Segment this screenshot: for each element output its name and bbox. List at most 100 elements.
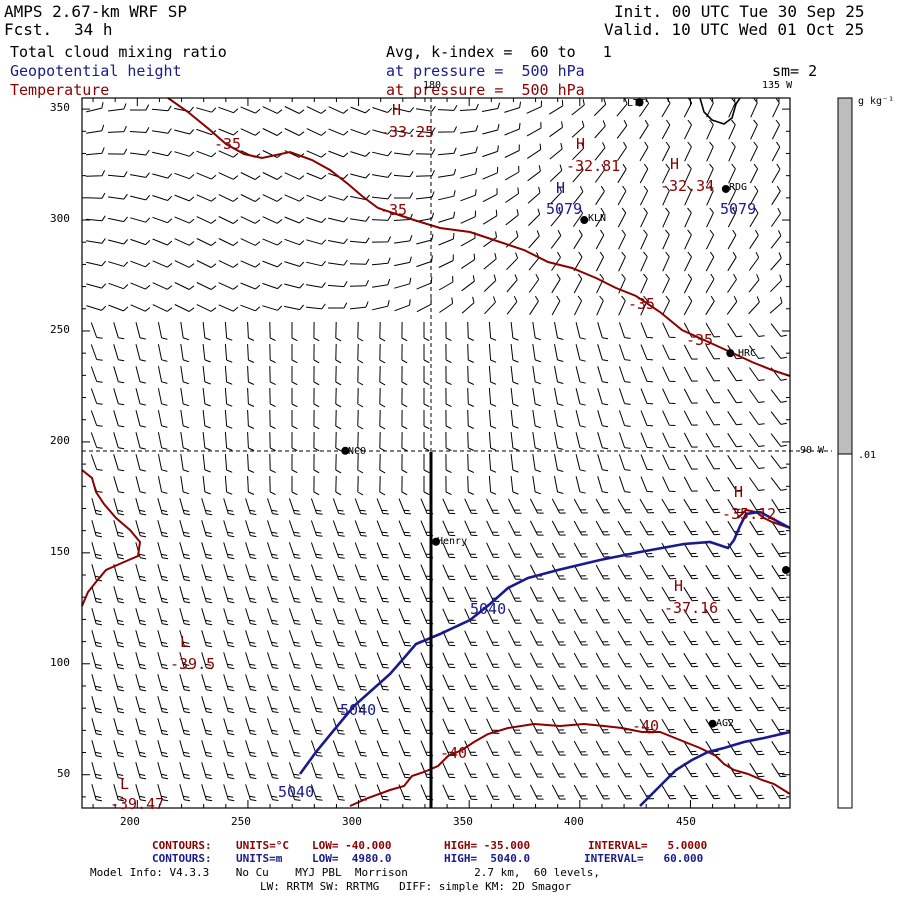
height-contours <box>298 510 791 807</box>
colorbar-gray <box>837 97 853 455</box>
low-value: -39.47 <box>110 795 165 813</box>
temp-contour-minus40-bottom <box>349 722 791 807</box>
valid-time: Valid. 10 UTC Wed 01 Oct 25 <box>604 20 865 39</box>
station-dot-ltt <box>635 98 644 107</box>
temp-label: -35 <box>380 201 408 219</box>
temp-label: -40 <box>632 717 660 735</box>
low-value: -39.5 <box>170 655 216 673</box>
colorbar-level: .01 <box>858 450 877 461</box>
avg-kindex: Avg, k-index = 60 to 1 <box>386 43 612 61</box>
x-tick-300: 300 <box>342 815 362 828</box>
axis-ticks <box>82 98 790 808</box>
high-marker: H <box>576 135 586 153</box>
colorbar-unit: g kg⁻¹ <box>858 96 895 107</box>
contours-temp-units: UNITS=°C <box>236 839 289 852</box>
y-tick-250: 250 <box>50 323 70 336</box>
wind-barbs <box>85 97 787 802</box>
height-label: 5040 <box>340 701 377 719</box>
high-marker: H <box>392 101 402 119</box>
height-contour-5040-main <box>298 510 791 775</box>
height-high-marker: H <box>556 179 566 197</box>
temp-contour-minus35-top <box>167 97 791 377</box>
model-title: AMPS 2.67-km WRF SP <box>4 2 188 21</box>
meridian-label-135w: 135 W <box>762 80 793 91</box>
low-marker: L <box>180 633 190 651</box>
station-dot-hrc <box>726 349 735 358</box>
contours-height-units: UNITS=m <box>236 852 283 865</box>
y-tick-100: 100 <box>50 656 70 669</box>
temp-label: -40 <box>440 744 468 762</box>
y-tick-50: 50 <box>57 767 71 780</box>
station-label-ltt: LTT <box>627 98 646 109</box>
high-value: -32.81 <box>566 157 621 175</box>
temp-label: -35 <box>686 331 714 349</box>
station-dot-edge <box>782 566 790 574</box>
station-label-hrc: HRC <box>738 348 757 359</box>
contours-height-interval: INTERVAL= 60.000 <box>584 852 704 865</box>
contours-temp-interval: INTERVAL= 5.0000 <box>588 839 708 852</box>
meridian-label-90w: 90 W <box>800 445 825 456</box>
smoothing: sm= 2 <box>772 62 818 80</box>
station-dot-ag2 <box>708 719 717 728</box>
forecast-hour: 34 h <box>74 20 113 39</box>
high-value: -37.16 <box>664 599 719 617</box>
height-label: 5040 <box>470 600 507 618</box>
height-label: 5040 <box>278 783 315 801</box>
station-label-nco: NCO <box>348 446 367 457</box>
stations <box>341 98 790 728</box>
high-marker: H <box>674 577 684 595</box>
station-label-kln: KLN <box>588 213 607 224</box>
temp-contour-minus40-right <box>737 508 791 529</box>
forecast-label: Fcst. <box>4 20 53 39</box>
model-info: Model Info: V4.3.3 No Cu MYJ PBL Morriso… <box>90 866 600 879</box>
x-tick-250: 250 <box>231 815 251 828</box>
station-dot-kln <box>580 216 589 225</box>
x-tick-200: 200 <box>120 815 140 828</box>
high-marker: H <box>734 483 744 501</box>
field-height-title: Geopotential height <box>10 62 182 80</box>
x-tick-350: 350 <box>453 815 473 828</box>
high-value: -32.34 <box>660 177 715 195</box>
station-dot-rdg <box>721 184 730 193</box>
high-marker: H <box>670 155 680 173</box>
y-tick-300: 300 <box>50 212 70 225</box>
height-contour-5040-lower <box>639 730 791 807</box>
contours-temp-label: CONTOURS: <box>152 839 212 852</box>
station-label-henry: Henry <box>437 536 468 547</box>
model-info-physics: LW: RRTM SW: RRTMG DIFF: simple KM: 2D S… <box>260 880 572 893</box>
contours-height-high: HIGH= 5040.0 <box>444 852 531 865</box>
field-temp-title: Temperature <box>10 81 110 99</box>
coastline <box>699 97 741 125</box>
x-tick-400: 400 <box>564 815 584 828</box>
y-tick-150: 150 <box>50 545 70 558</box>
low-marker: L <box>120 775 130 793</box>
contours-temp-low: LOW= -40.000 <box>312 839 392 852</box>
contours-temp-high: HIGH= -35.000 <box>444 839 531 852</box>
plot-frame <box>81 97 791 809</box>
wind-barb-field <box>85 97 787 802</box>
meridian-label-180: 180 <box>423 80 442 91</box>
contours-height-low: LOW= 4980.0 <box>312 852 392 865</box>
high-value: -33.25 <box>380 123 435 141</box>
pressure-temp: at pressure = 500 hPa <box>386 81 585 99</box>
y-tick-350: 350 <box>50 101 70 114</box>
station-label-rdg: RDG <box>729 182 748 193</box>
high-value: -35.12 <box>722 505 777 523</box>
temp-label: -35 <box>628 295 656 313</box>
x-tick-450: 450 <box>676 815 696 828</box>
station-dot-henry <box>432 537 440 546</box>
height-high-value: 5079 <box>546 200 583 218</box>
height-high-value-2: 5079 <box>720 200 757 218</box>
temp-label: -35 <box>214 135 242 153</box>
init-time: Init. 00 UTC Tue 30 Sep 25 <box>614 2 865 21</box>
temperature-contours <box>81 97 791 807</box>
field-cloud-title: Total cloud mixing ratio <box>10 43 227 61</box>
y-tick-200: 200 <box>50 434 70 447</box>
contours-height-label: CONTOURS: <box>152 852 212 865</box>
temp-contour-minus35-left <box>81 469 142 607</box>
station-label-ag2: AG2 <box>716 718 735 729</box>
colorbar-white <box>837 453 853 809</box>
station-dot-nco <box>341 446 350 455</box>
pressure-height: at pressure = 500 hPa <box>386 62 585 80</box>
